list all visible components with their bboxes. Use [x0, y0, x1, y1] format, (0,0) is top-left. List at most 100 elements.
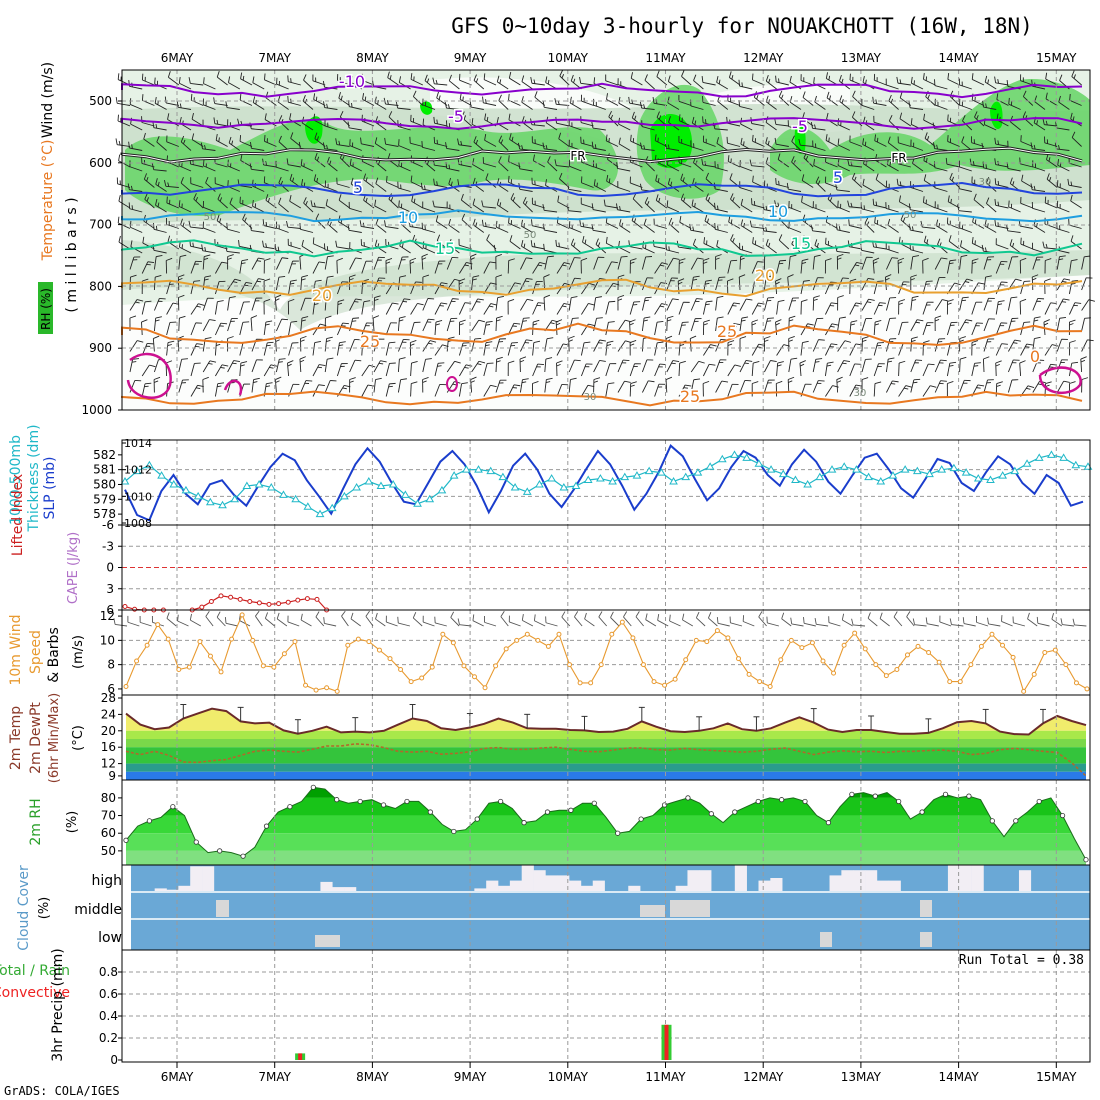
barb-flag — [314, 152, 318, 160]
barb-staff — [301, 122, 314, 131]
barb-flag — [448, 218, 451, 226]
barb-flag — [275, 339, 280, 342]
barb-flag — [298, 141, 301, 149]
barb-flag — [181, 203, 183, 208]
barb-staff — [544, 338, 548, 352]
barb-flag — [239, 93, 242, 101]
barb-flag — [225, 101, 228, 108]
barb-flag — [444, 101, 447, 109]
barb-staff — [509, 240, 521, 250]
barb-flag — [147, 261, 155, 263]
wind-barb — [421, 141, 436, 151]
barb-flag — [513, 384, 521, 387]
barb-staff — [559, 178, 570, 188]
barb-staff — [459, 79, 472, 86]
wind10-point — [271, 664, 277, 670]
barb-flag — [542, 204, 545, 211]
barb-staff — [544, 148, 558, 151]
barb-staff — [251, 230, 265, 233]
barb-staff — [483, 163, 497, 168]
lifted-index-point — [132, 606, 138, 612]
wind-barb — [410, 321, 421, 336]
barb-flag — [213, 97, 216, 104]
barb-flag — [137, 340, 144, 343]
tick-label: 579 — [93, 492, 116, 506]
barb-flag — [262, 158, 265, 165]
wind-barb — [178, 200, 192, 213]
barb-staff — [153, 276, 156, 291]
barb-staff — [510, 198, 521, 209]
barb-flag — [256, 359, 263, 361]
wind-barb — [335, 138, 350, 147]
barb-staff — [397, 126, 411, 131]
barb-flag — [233, 281, 238, 284]
barb-flag — [301, 319, 306, 322]
barb-flag — [195, 345, 200, 348]
barb-staff — [153, 127, 167, 131]
wind-barb — [422, 376, 429, 393]
wind10-point — [239, 612, 245, 618]
barb-staff — [239, 202, 253, 209]
wind-barb — [178, 315, 186, 332]
barb-flag — [291, 263, 296, 265]
wind-barb — [446, 317, 458, 332]
wind-barb — [471, 298, 484, 311]
barb-staff — [202, 360, 211, 373]
barb-flag — [336, 177, 338, 185]
top-date-label: 6MAY — [161, 51, 194, 65]
barb-flag — [252, 96, 256, 103]
barb-staff — [191, 139, 204, 147]
barb-flag — [554, 159, 557, 166]
barb-flag — [194, 362, 201, 364]
barb-flag — [229, 197, 233, 204]
barb-flag — [496, 356, 503, 360]
barb-staff — [229, 203, 241, 213]
wind-barb — [531, 177, 545, 188]
wind-barb — [299, 222, 314, 233]
barb-flag — [281, 257, 289, 259]
barb-staff — [350, 164, 363, 172]
wind-barb — [251, 257, 265, 270]
barb-flag — [245, 282, 253, 284]
barb-flag — [142, 236, 145, 244]
barb-flag — [234, 278, 241, 282]
barb-staff — [534, 96, 546, 106]
wind-barb — [249, 163, 265, 172]
barb-flag — [205, 101, 207, 106]
wind-barb — [153, 376, 161, 393]
barb-staff — [531, 124, 545, 127]
tick-label-right: 1012 — [124, 464, 152, 477]
barb-staff — [509, 77, 521, 86]
barb-flag — [327, 357, 334, 360]
contour-label: 20 — [755, 266, 775, 285]
barb-flag — [522, 197, 527, 204]
wind-barb — [312, 364, 326, 377]
barb-flag — [180, 177, 184, 184]
barb-flag — [399, 357, 406, 360]
barb-flag — [275, 160, 277, 168]
barb-staff — [375, 143, 387, 151]
barb-flag — [216, 119, 219, 125]
barb-flag — [388, 111, 393, 118]
barb-staff — [409, 226, 423, 229]
barb-flag — [485, 341, 493, 344]
wind-barb — [530, 240, 545, 250]
barb-flag — [340, 365, 345, 367]
barb-flag — [534, 180, 536, 185]
barb-staff — [166, 342, 169, 356]
barb-flag — [195, 387, 201, 390]
barb-flag — [168, 221, 170, 226]
barb-flag — [203, 159, 205, 166]
barb-flag — [486, 321, 493, 323]
barb-staff — [471, 277, 474, 291]
barb-flag — [484, 113, 487, 120]
barb-flag — [158, 300, 163, 302]
barb-staff — [434, 122, 448, 127]
barb-flag — [178, 76, 181, 84]
barb-staff — [155, 204, 167, 213]
barb-staff — [397, 318, 400, 332]
wind-barb — [398, 200, 411, 213]
wind-barb — [336, 299, 345, 315]
wind-barb — [373, 360, 387, 373]
barb-flag — [227, 254, 234, 257]
